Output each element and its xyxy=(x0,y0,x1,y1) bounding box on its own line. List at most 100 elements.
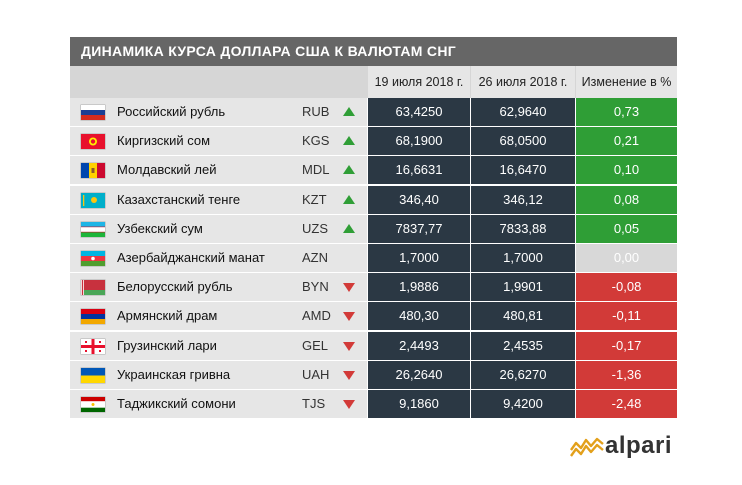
currency-code: MDL xyxy=(302,162,330,178)
table-row: Молдавский лей MDL 16,6631 16,6470 0,10 xyxy=(70,156,677,185)
alpari-logo-icon xyxy=(570,437,604,457)
trend-down-icon xyxy=(343,312,355,322)
change-percent: -2,48 xyxy=(576,389,677,418)
rate-jul19: 68,1900 xyxy=(368,127,470,156)
uz-flag-icon xyxy=(81,221,105,237)
currency-cell: Азербайджанский манат AZN xyxy=(70,243,367,272)
kg-flag-icon xyxy=(81,134,105,150)
brand-name: alpari xyxy=(605,432,673,459)
currency-name: Грузинский лари xyxy=(117,337,217,353)
currency-table: ДИНАМИКА КУРСА ДОЛЛАРА США К ВАЛЮТАМ СНГ… xyxy=(70,37,677,419)
header-date-1: 19 июля 2018 г. xyxy=(368,66,470,98)
currency-name: Казахстанский тенге xyxy=(117,191,241,207)
currency-cell: Украинская гривна UAH xyxy=(70,360,367,389)
currency-code: UZS xyxy=(302,220,328,236)
trend-down-icon xyxy=(343,370,355,380)
tj-flag-icon xyxy=(81,396,105,412)
am-flag-icon xyxy=(81,309,105,325)
currency-cell: Армянский драм AMD xyxy=(70,302,367,331)
table-header: 19 июля 2018 г. 26 июля 2018 г. Изменени… xyxy=(70,66,677,98)
change-percent: -0,11 xyxy=(576,302,677,331)
change-percent: -0,08 xyxy=(576,273,677,302)
table-row: Украинская гривна UAH 26,2640 26,6270 -1,36 xyxy=(70,360,677,390)
trend-up-icon xyxy=(343,223,355,233)
change-percent: -0,17 xyxy=(576,331,677,360)
rate-jul26: 1,9901 xyxy=(471,273,575,302)
currency-name: Украинская гривна xyxy=(117,366,231,382)
header-change: Изменение в % xyxy=(576,66,677,98)
currency-code: BYN xyxy=(302,279,329,295)
currency-code: UAH xyxy=(302,366,330,382)
rate-jul26: 62,9640 xyxy=(471,98,575,126)
currency-cell: Казахстанский тенге KZT xyxy=(70,185,367,214)
rate-jul19: 346,40 xyxy=(368,185,470,214)
change-percent: -1,36 xyxy=(576,360,677,389)
currency-cell: Узбекский сум UZS xyxy=(70,214,367,243)
trend-down-icon xyxy=(343,283,355,293)
currency-name: Российский рубль xyxy=(117,104,226,119)
rate-jul26: 1,7000 xyxy=(471,243,575,272)
rate-jul19: 16,6631 xyxy=(368,156,470,185)
currency-name: Таджикский сомони xyxy=(117,395,236,411)
rate-jul26: 9,4200 xyxy=(471,389,575,418)
rate-jul19: 2,4493 xyxy=(368,331,470,360)
trend-down-icon xyxy=(343,341,355,351)
rate-jul19: 1,9886 xyxy=(368,273,470,302)
table-row: Таджикский сомони TJS 9,1860 9,4200 -2,48 xyxy=(70,389,677,419)
change-percent: 0,73 xyxy=(576,98,677,126)
rate-jul26: 26,6270 xyxy=(471,360,575,389)
table-row: Узбекский сум UZS 7837,77 7833,88 0,05 xyxy=(70,214,677,244)
rate-jul19: 9,1860 xyxy=(368,389,470,418)
az-flag-icon xyxy=(81,250,105,266)
currency-name: Узбекский сум xyxy=(117,220,203,236)
change-percent: 0,05 xyxy=(576,214,677,243)
currency-cell: Белорусский рубль BYN xyxy=(70,273,367,302)
trend-down-icon xyxy=(343,399,355,409)
ru-flag-icon xyxy=(81,105,105,120)
currency-code: AZN xyxy=(302,249,328,265)
table-row: Российский рубль RUB 63,4250 62,9640 0,73 xyxy=(70,98,677,127)
rate-jul19: 480,30 xyxy=(368,302,470,331)
trend-up-icon xyxy=(343,165,355,175)
trend-up-icon xyxy=(343,107,355,116)
currency-name: Киргизский сом xyxy=(117,133,211,149)
change-percent: 0,08 xyxy=(576,185,677,214)
header-date-2: 26 июля 2018 г. xyxy=(471,66,575,98)
table-row: Грузинский лари GEL 2,4493 2,4535 -0,17 xyxy=(70,331,677,361)
rate-jul26: 68,0500 xyxy=(471,127,575,156)
rate-jul19: 1,7000 xyxy=(368,243,470,272)
rate-jul26: 346,12 xyxy=(471,185,575,214)
ua-flag-icon xyxy=(81,367,105,383)
rate-jul19: 26,2640 xyxy=(368,360,470,389)
currency-name: Белорусский рубль xyxy=(117,279,233,295)
change-percent: 0,10 xyxy=(576,156,677,185)
currency-cell: Грузинский лари GEL xyxy=(70,331,367,360)
currency-code: GEL xyxy=(302,337,329,353)
rate-jul26: 480,81 xyxy=(471,302,575,331)
ge-flag-icon xyxy=(81,338,105,354)
table-body: Российский рубль RUB 63,4250 62,9640 0,73 Кир… xyxy=(70,98,677,419)
currency-name: Азербайджанский манат xyxy=(117,249,265,265)
currency-cell: Молдавский лей MDL xyxy=(70,156,367,185)
rate-jul19: 7837,77 xyxy=(368,214,470,243)
table-row: Казахстанский тенге KZT 346,40 346,12 0,08 xyxy=(70,185,677,215)
by-flag-icon xyxy=(81,280,105,296)
currency-cell: Таджикский сомони TJS xyxy=(70,389,367,418)
change-percent: 0,00 xyxy=(576,243,677,272)
currency-code: TJS xyxy=(302,395,326,411)
currency-code: KGS xyxy=(302,133,330,149)
table-row: Армянский драм AMD 480,30 480,81 -0,11 xyxy=(70,302,677,331)
trend-up-icon xyxy=(343,136,355,146)
currency-cell: Российский рубль RUB xyxy=(70,98,367,126)
currency-name: Молдавский лей xyxy=(117,162,217,178)
table-title: ДИНАМИКА КУРСА ДОЛЛАРА США К ВАЛЮТАМ СНГ xyxy=(70,37,677,66)
table-row: Азербайджанский манат AZN 1,7000 1,7000 0,00 xyxy=(70,243,677,273)
rate-jul26: 7833,88 xyxy=(471,214,575,243)
table-row: Белорусский рубль BYN 1,9886 1,9901 -0,08 xyxy=(70,273,677,302)
table-row: Киргизский сом KGS 68,1900 68,0500 0,21 xyxy=(70,127,677,156)
rate-jul19: 63,4250 xyxy=(368,98,470,126)
change-percent: 0,21 xyxy=(576,127,677,156)
rate-jul26: 16,6470 xyxy=(471,156,575,185)
currency-code: KZT xyxy=(302,191,327,207)
trend-up-icon xyxy=(343,194,355,204)
